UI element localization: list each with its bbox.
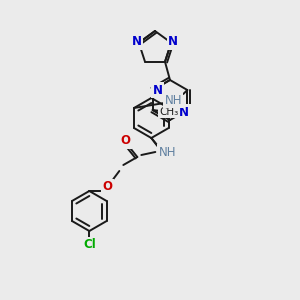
Text: O: O (120, 134, 130, 148)
Text: NH: NH (159, 146, 176, 158)
Text: N: N (132, 35, 142, 48)
Text: N: N (179, 106, 189, 118)
Text: Cl: Cl (83, 238, 96, 251)
Text: CH₃: CH₃ (159, 107, 178, 117)
Text: N: N (153, 83, 163, 97)
Text: NH: NH (165, 94, 182, 106)
Text: N: N (168, 35, 178, 48)
Text: O: O (102, 181, 112, 194)
